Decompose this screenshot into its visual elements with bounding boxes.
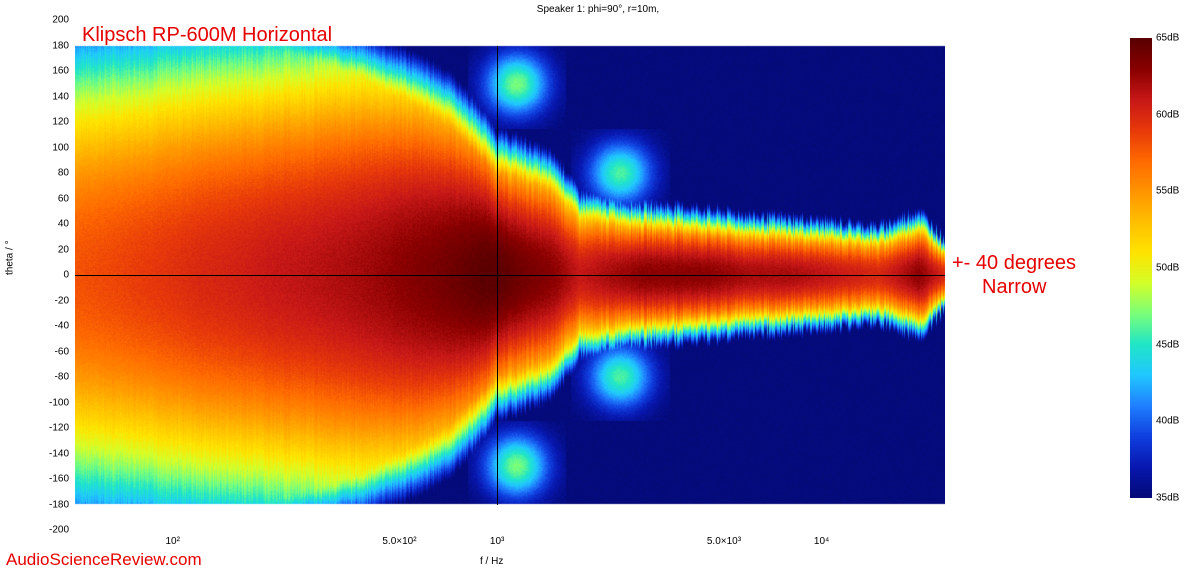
y-tick: 60 [39,193,69,204]
x-tick: 10² [165,536,179,547]
colorbar-tick: 45dB [1156,339,1179,350]
y-tick: -20 [39,295,69,306]
y-tick: 100 [39,142,69,153]
y-tick: -60 [39,346,69,357]
colorbar-tick: 35dB [1156,493,1179,504]
y-tick: -140 [39,448,69,459]
y-tick: 0 [39,270,69,281]
y-axis-label-text: theta / ° [5,240,16,275]
y-tick: -40 [39,321,69,332]
y-tick: 140 [39,91,69,102]
site-credit-text: AudioScienceReview.com [6,550,202,569]
narrow-annotation-line1: +- 40 degrees [952,252,1076,275]
y-tick: -180 [39,499,69,510]
y-tick: -200 [39,525,69,536]
x-tick: 5.0×10³ [707,536,741,547]
y-tick: 20 [39,244,69,255]
colorbar [1130,38,1152,498]
narrow-annotation-line2-text: Narrow [982,276,1046,298]
y-tick: -120 [39,423,69,434]
narrow-annotation-line1-text: +- 40 degrees [952,252,1076,274]
directivity-heatmap [75,20,945,530]
x-axis-label-text: f / Hz [480,556,503,567]
colorbar-tick: 55dB [1156,186,1179,197]
x-axis-label: f / Hz [480,556,503,567]
y-tick: -160 [39,474,69,485]
x-tick: 10³ [490,536,504,547]
page-root: Speaker 1: phi=90°, r=10m, -200-180-160-… [0,0,1196,574]
y-tick: 80 [39,168,69,179]
chart-header: Speaker 1: phi=90°, r=10m, [0,4,1196,15]
colorbar-tick: 65dB [1156,33,1179,44]
site-credit-annotation: AudioScienceReview.com [6,550,202,570]
colorbar-tick: 40dB [1156,416,1179,427]
y-axis-label: theta / ° [5,240,16,275]
product-title-text: Klipsch RP-600M Horizontal [82,24,332,46]
x-tick: 5.0×10² [382,536,416,547]
narrow-annotation-line2: Narrow [982,276,1046,299]
product-title-annotation: Klipsch RP-600M Horizontal [82,24,332,47]
colorbar-tick: 50dB [1156,263,1179,274]
y-tick: 180 [39,40,69,51]
chart-header-text: Speaker 1: phi=90°, r=10m, [537,4,659,15]
x-tick: 10⁴ [814,536,829,547]
heatmap-canvas [75,20,945,530]
y-tick: 160 [39,66,69,77]
y-tick: 200 [39,15,69,26]
y-tick: -80 [39,372,69,383]
y-tick: 120 [39,117,69,128]
y-tick: 40 [39,219,69,230]
y-tick: -100 [39,397,69,408]
colorbar-canvas [1130,38,1152,498]
colorbar-tick: 60dB [1156,109,1179,120]
